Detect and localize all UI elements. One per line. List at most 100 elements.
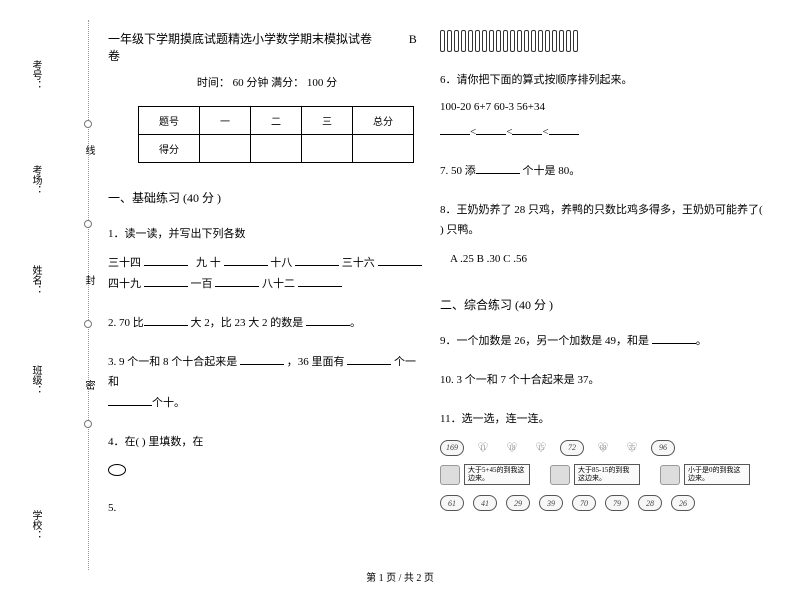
blank[interactable] [144,314,188,326]
section-b-title: 二、综合练习 (40 分 ) [440,296,770,313]
q7-a: 7. 50 添 [440,165,476,177]
char-box: 小于是0的到我这边来。 [660,464,750,485]
q11-characters: 大于5+45的到我这边来。 大于85-15的到我这边来。 小于是0的到我这边来。 [440,464,770,485]
q1-line1: 三十四 九 十 十八 三十六 [108,253,426,274]
th-col: 二 [251,107,302,135]
q6-text: 6．请你把下面的算式按顺序排列起来。 [440,70,770,91]
label-school: 学校： [28,510,43,540]
blank[interactable] [512,123,542,135]
q1-line2: 四十九 一百 八十二 [108,274,426,295]
bubble[interactable]: 70 [572,495,596,511]
seal-text: 线 [76,145,96,155]
label-name: 姓名： [28,265,43,295]
bubble[interactable]: 41 [473,495,497,511]
question-5: 5. [108,498,426,519]
blank[interactable] [298,275,342,287]
question-9: 9．一个加数是 26，另一个加数是 49，和是 。 [440,331,770,352]
label-class: 班级： [28,365,43,395]
q4-text: 4．在( ) 里填数，在 [108,436,203,448]
blank[interactable] [378,254,422,266]
binding-hole [84,320,92,328]
bubble[interactable]: 72 [560,440,584,456]
q1-word: 三十四 [108,257,141,269]
label-room: 考场： [28,165,43,195]
heart-icon[interactable]: ♡15 [531,440,551,456]
blank[interactable] [108,394,152,406]
blank[interactable] [224,254,268,266]
q5-text: 5. [108,502,116,514]
column-right: 6．请你把下面的算式按顺序排列起来。 100-20 6+7 60-3 56+34… [440,30,770,511]
heart-val: 35 [629,442,636,455]
q9-a: 9．一个加数是 26，另一个加数是 49，和是 [440,335,649,347]
question-6: 6．请你把下面的算式按顺序排列起来。 100-20 6+7 60-3 56+34… [440,70,770,143]
dotted-line [88,20,89,570]
blank[interactable] [215,275,259,287]
score-table: 题号 一 二 三 总分 得分 [138,106,414,163]
bubble[interactable]: 169 [440,440,464,456]
binding-hole [84,220,92,228]
label-exam-id: 考号： [28,60,43,90]
page-footer: 第 1 页 / 共 2 页 [0,569,800,584]
heart-val: 68 [600,442,607,455]
blank[interactable] [347,353,391,365]
binding-hole [84,420,92,428]
bubble[interactable]: 96 [651,440,675,456]
question-11: 11．选一选，连一连。 169 ♡11 ♡18 ♡15 72 ♡68 ♡35 9… [440,409,770,511]
blank[interactable] [549,123,579,135]
q8-b: ) 只鸭。 [440,224,479,236]
character-icon [660,465,680,485]
q3-d: 个十。 [152,397,185,409]
q9-b: 。 [696,335,707,347]
q1-word: 十八 [270,257,292,269]
table-row: 题号 一 二 三 总分 [139,107,414,135]
speech-bubble: 大于5+45的到我这边来。 [464,464,530,485]
blank[interactable] [652,332,696,344]
heart-icon[interactable]: ♡18 [502,440,522,456]
paper-header: 一年级下学期摸底试题精选小学数学期末模拟试卷 B 卷 [108,30,426,64]
section-a-title: 一、基础练习 (40 分 ) [108,189,426,206]
char-box: 大于85-15的到我这边来。 [550,464,640,485]
heart-val: 18 [509,442,516,455]
heart-icon[interactable]: ♡68 [593,440,613,456]
blank[interactable] [144,275,188,287]
binding-hole [84,120,92,128]
q11-row1: 169 ♡11 ♡18 ♡15 72 ♡68 ♡35 96 [440,440,770,456]
char-box: 大于5+45的到我这边来。 [440,464,530,485]
td-cell [200,135,251,163]
binding-strip: 考号： 考场： 姓名： 班级： 学校： 线 封 密 [28,20,88,570]
bubble[interactable]: 26 [671,495,695,511]
td-cell [251,135,302,163]
bubble[interactable]: 39 [539,495,563,511]
circle-icon [108,464,126,476]
q6-blanks: <<< [440,122,770,143]
paper-title: 一年级下学期摸底试题精选小学数学期末模拟试卷 [108,32,372,46]
q7-b: 个十是 80。 [523,165,581,177]
bubble[interactable]: 28 [638,495,662,511]
heart-icon[interactable]: ♡11 [473,440,493,456]
question-1: 1．读一读，并写出下列各数 三十四 九 十 十八 三十六 四十九 一百 八十二 [108,224,426,295]
heart-icon[interactable]: ♡35 [622,440,642,456]
blank[interactable] [476,162,520,174]
question-2: 2. 70 比 大 2，比 23 大 2 的数是 。 [108,313,426,334]
blank[interactable] [295,254,339,266]
speech-bubble: 大于85-15的到我这边来。 [574,464,640,485]
q6-exprs: 100-20 6+7 60-3 56+34 [440,97,770,118]
character-icon [550,465,570,485]
th-col: 三 [302,107,353,135]
q2-b: 大 2，比 23 大 2 的数是 [191,317,304,329]
blank[interactable] [144,254,188,266]
column-left: 一年级下学期摸底试题精选小学数学期末模拟试卷 B 卷 时间： 60 分钟 满分：… [108,30,426,519]
question-7: 7. 50 添 个十是 80。 [440,161,770,182]
blank[interactable] [306,314,350,326]
td-cell [302,135,353,163]
blank[interactable] [440,123,470,135]
bubble[interactable]: 29 [506,495,530,511]
blank[interactable] [240,353,284,365]
seal-text: 封 [76,275,96,285]
blank[interactable] [476,123,506,135]
q1-text: 1．读一读，并写出下列各数 [108,224,426,245]
q3-b: ，36 里面有 [287,356,345,368]
bubble[interactable]: 61 [440,495,464,511]
bubble[interactable]: 79 [605,495,629,511]
th-label: 题号 [139,107,200,135]
